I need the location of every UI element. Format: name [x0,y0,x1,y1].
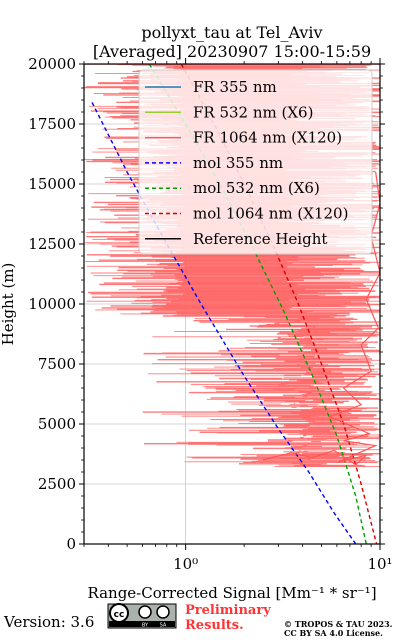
chart-subtitle: [Averaged] 20230907 15:00-15:59 [93,42,371,61]
copyright-line-2: CC BY SA 4.0 License. [284,628,383,638]
x-tick-label: 10⁰ [173,555,198,573]
results-label: Results. [185,618,244,633]
legend-label: FR 355 nm [193,78,277,96]
series-line-fr-1064-nm-x120- [262,171,380,466]
y-tick-label: 7500 [38,355,76,373]
legend-label: FR 1064 nm (X120) [193,129,342,147]
y-axis-label: Height (m) [0,263,17,346]
y-tick-label: 12500 [28,235,76,253]
y-tick-label: 2500 [38,475,76,493]
preliminary-label: Preliminary [185,603,271,618]
y-tick-label: 0 [66,535,76,553]
version-label: Version: 3.6 [3,613,94,631]
cc-text: cc [114,610,125,620]
by-text: BY [142,623,149,629]
y-tick-label: 10000 [28,295,76,313]
chart-title: pollyxt_tau at Tel_Aviv [141,23,322,42]
cc-icon [109,603,129,623]
y-tick-label: 17500 [28,115,76,133]
legend-label: mol 532 nm (X6) [193,179,320,197]
legend: FR 355 nm FR 532 nm (X6) FR 1064 nm (X120)… [138,69,373,255]
cc-license-badge: cc BY SA [107,603,177,629]
legend-box [138,69,373,255]
legend-label: mol 1064 nm (X120) [193,205,348,223]
x-tick-label: 10¹ [367,555,392,573]
y-tick-label: 20000 [28,55,76,73]
sa-icon [156,605,170,619]
legend-label: Reference Height [193,230,327,248]
y-axis-ticks: 0 2500 5000 7500 10000 12500 15000 17500 20000 [28,55,385,553]
x-axis-ticks: 10⁰ 10¹ [83,58,393,573]
by-icon [138,605,152,619]
y-tick-label: 5000 [38,415,76,433]
y-tick-label: 15000 [28,175,76,193]
copyright-line-1: © TROPOS & TAU 2023. [284,619,393,629]
sa-text: SA [160,623,167,629]
x-axis-label: Range-Corrected Signal [Mm⁻¹ * sr⁻¹] [87,584,376,602]
legend-label: mol 355 nm [193,154,283,172]
legend-label: FR 532 nm (X6) [193,103,313,121]
